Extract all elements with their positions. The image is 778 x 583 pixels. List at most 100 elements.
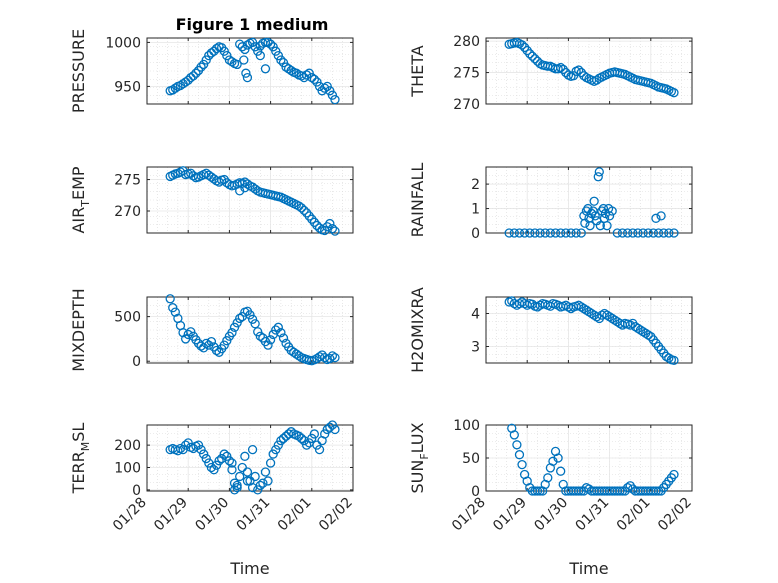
data-point (325, 353, 335, 364)
data-point (330, 424, 340, 435)
data-point (235, 186, 245, 196)
y-axis-label: THETA (408, 45, 427, 97)
data-point (669, 355, 679, 366)
data-point (170, 83, 180, 93)
data-point (514, 228, 525, 238)
data-series (165, 37, 340, 105)
data-point (532, 486, 543, 496)
data-point (201, 338, 211, 349)
data-point (307, 433, 317, 444)
data-series (504, 296, 679, 366)
data-point (222, 451, 232, 461)
subplot-1: 950 1000 PRESSURE (69, 29, 354, 113)
data-point (260, 467, 271, 477)
data-point (615, 486, 625, 496)
data-point (170, 307, 180, 317)
data-point (232, 59, 242, 70)
data-point (260, 37, 271, 48)
data-point (664, 228, 674, 238)
data-point (320, 429, 330, 439)
subplot-5: 0 500 MIXDEPTH (69, 288, 354, 372)
y-tick-label: 950 (114, 79, 141, 95)
data-point (201, 453, 211, 464)
data-point (517, 459, 527, 470)
data-point (240, 183, 250, 193)
data-point (255, 50, 265, 61)
data-point (206, 462, 217, 473)
data-point (198, 449, 209, 459)
data-point (227, 57, 237, 67)
data-point (525, 49, 535, 59)
data-point (235, 471, 245, 482)
data-point (604, 211, 615, 221)
data-point (612, 228, 622, 238)
data-point (550, 228, 561, 238)
data-point (193, 440, 204, 450)
data-point (602, 221, 612, 231)
data-point (585, 221, 595, 231)
axes-box (146, 166, 354, 234)
data-point (224, 456, 235, 466)
data-point (579, 71, 589, 81)
y-tick-label: 4 (471, 307, 480, 323)
data-point (330, 352, 340, 363)
axes-box (485, 37, 693, 105)
y-tick-label: 0 (471, 226, 480, 242)
data-series (165, 294, 340, 366)
data-point (574, 486, 584, 496)
data-point (276, 55, 286, 65)
data-point (525, 228, 535, 238)
data-point (291, 68, 302, 78)
data-point (250, 471, 260, 482)
data-point (622, 228, 633, 238)
data-point (519, 42, 530, 53)
data-point (628, 228, 638, 238)
data-point (309, 429, 320, 439)
data-point (664, 353, 674, 363)
data-point (299, 205, 309, 216)
data-point (566, 228, 576, 238)
data-point (242, 476, 253, 486)
data-point (669, 469, 679, 480)
data-series (507, 423, 679, 496)
data-point (330, 226, 340, 236)
subplot-2: 270 275 280 THETA (408, 34, 693, 113)
data-point (327, 420, 338, 430)
data-point (296, 203, 307, 213)
data-point (211, 345, 222, 356)
data-point (595, 221, 605, 231)
data-point (227, 465, 237, 475)
data-point (265, 458, 276, 468)
data-point (638, 228, 648, 238)
data-point (543, 473, 553, 483)
y-axis-label: MIXDEPTH (69, 288, 88, 371)
data-point (592, 312, 602, 322)
data-point (594, 167, 604, 177)
data-series (165, 166, 340, 236)
data-point (229, 322, 240, 332)
data-point (271, 444, 281, 455)
data-point (173, 446, 183, 456)
data-point (165, 294, 175, 304)
data-point (656, 211, 666, 221)
axes-box (485, 166, 693, 234)
data-point (278, 333, 289, 343)
data-point (196, 62, 206, 72)
data-point (294, 351, 304, 361)
subplot-4: 0 1 2 RAINFALL (408, 163, 693, 242)
data-point (590, 211, 600, 221)
data-point (229, 478, 240, 488)
data-point (219, 449, 229, 459)
data-point (545, 228, 556, 238)
data-point (242, 72, 253, 83)
y-tick-label: 50 (462, 451, 480, 467)
data-point (242, 467, 253, 477)
data-point (566, 303, 576, 314)
data-point (651, 213, 661, 223)
data-point (327, 351, 338, 361)
data-point (209, 465, 219, 475)
data-point (517, 40, 527, 50)
data-point (268, 449, 278, 459)
data-point (648, 228, 659, 238)
